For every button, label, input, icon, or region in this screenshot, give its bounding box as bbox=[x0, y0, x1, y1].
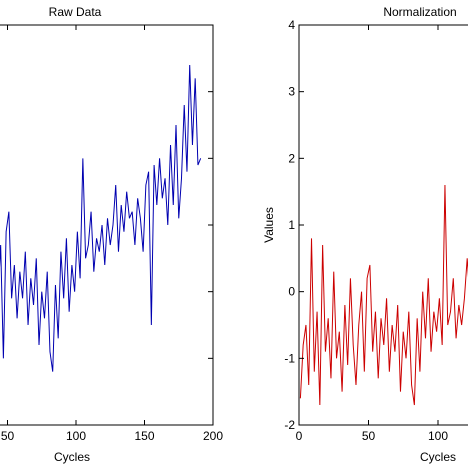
x-tick-label: 50 bbox=[1, 429, 15, 443]
plot-area bbox=[0, 64, 202, 372]
x-tick-label: 100 bbox=[66, 429, 86, 443]
x-axis-label: Cycles bbox=[54, 450, 90, 464]
x-tick-label: 200 bbox=[203, 429, 223, 443]
x-axis-label: Cycles bbox=[420, 450, 456, 464]
y-tick-label: 2 bbox=[288, 151, 295, 165]
chart-title: Normalization bbox=[383, 5, 456, 19]
plot-area bbox=[299, 184, 468, 406]
x-tick-label: 100 bbox=[428, 429, 448, 443]
x-tick-label: 0 bbox=[296, 429, 303, 443]
chart-title: Raw Data bbox=[49, 5, 102, 19]
y-tick-label: 1 bbox=[288, 218, 295, 232]
y-axis-label: Values bbox=[262, 207, 276, 243]
y-tick-label: -1 bbox=[284, 351, 295, 365]
data-line bbox=[0, 64, 202, 372]
data-line bbox=[299, 184, 468, 406]
x-tick-label: 50 bbox=[362, 429, 376, 443]
x-tick-label: 150 bbox=[134, 429, 154, 443]
y-tick-label: 0 bbox=[288, 285, 295, 299]
y-tick-label: 3 bbox=[288, 85, 295, 99]
y-tick-label: 4 bbox=[288, 18, 295, 32]
y-tick-label: -2 bbox=[284, 418, 295, 432]
